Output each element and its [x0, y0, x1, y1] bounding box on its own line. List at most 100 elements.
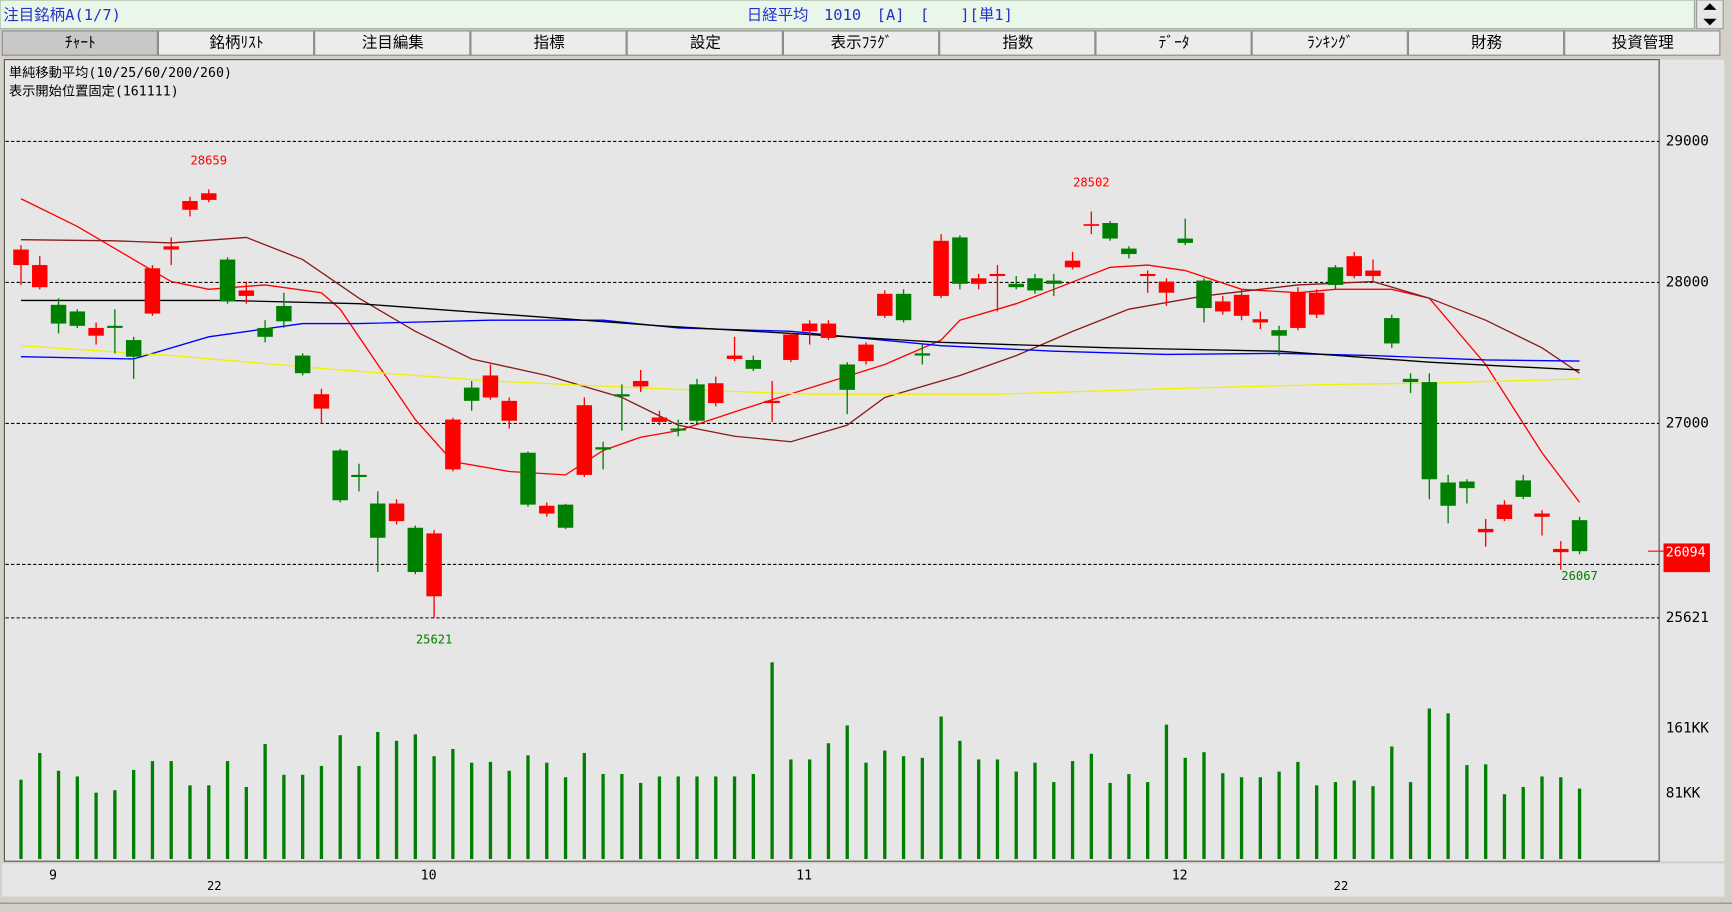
tab-label: 表示ﾌﾗｸﾞ — [831, 34, 893, 52]
volume-bar — [169, 761, 173, 860]
tab-label: 銘柄ﾘｽﾄ — [210, 34, 264, 52]
tab-label: 財務 — [1471, 34, 1502, 52]
volume-bar — [432, 756, 436, 860]
plot-area — [3, 59, 1660, 862]
tab[interactable] — [782, 30, 940, 56]
volume-tick-label: 161KK — [1666, 721, 1710, 737]
candle-body — [445, 419, 461, 470]
volume-bar — [188, 785, 192, 860]
volume-bar — [695, 776, 699, 860]
volume-bar — [1484, 764, 1488, 860]
candle-body — [50, 304, 67, 324]
volume-bar — [977, 759, 981, 860]
candle-body — [1496, 504, 1513, 520]
volume-tick-label: 81KK — [1666, 785, 1701, 801]
volume-bar — [1183, 757, 1187, 860]
volume-bar — [1296, 761, 1300, 860]
volume-bar — [19, 779, 23, 860]
candle-body — [88, 327, 104, 336]
candle-body — [32, 265, 48, 288]
candle-body — [632, 380, 649, 387]
candle-body — [463, 387, 480, 401]
candle-body — [1064, 260, 1081, 268]
tab-label: 注目編集 — [362, 34, 424, 52]
candle-body — [501, 400, 517, 421]
candle-body — [1384, 318, 1400, 344]
candle-body — [520, 452, 536, 505]
candle-body — [895, 293, 912, 321]
candle-body — [820, 323, 837, 338]
volume-bar — [732, 776, 737, 860]
volume-bar — [1446, 713, 1450, 860]
volume-bar — [1239, 777, 1244, 860]
x-tick-label: 11 — [796, 869, 812, 884]
candle-body — [858, 344, 874, 362]
candle-body — [313, 394, 330, 409]
moving-average — [20, 345, 1580, 395]
tab[interactable] — [1095, 30, 1252, 56]
candle-body — [952, 237, 968, 284]
axis-area — [1660, 59, 1725, 862]
volume-bar — [939, 716, 943, 860]
tab-label: 指数 — [1002, 34, 1033, 52]
tab[interactable] — [1, 30, 158, 56]
volume-bar — [301, 774, 305, 860]
candle-body — [1553, 548, 1569, 553]
price-annotation: 26067 — [1561, 569, 1598, 583]
candle-body — [294, 355, 311, 374]
volume-bar — [1333, 782, 1338, 860]
candle-body — [1571, 520, 1588, 552]
volume-bar — [1577, 788, 1582, 860]
candle-body — [726, 355, 743, 359]
candle-body — [351, 474, 367, 477]
volume-bar — [376, 731, 380, 860]
x-tick-label: 22 — [207, 879, 222, 893]
candle-body — [219, 259, 236, 302]
candle-body — [1459, 481, 1475, 489]
tab[interactable] — [1251, 30, 1408, 56]
volume-bar — [1540, 776, 1544, 860]
spin-arrows — [1703, 3, 1717, 26]
volume-bar — [1052, 782, 1056, 860]
x-tick-label: 12 — [1172, 869, 1188, 884]
chart: 2900028000270002600025621161KK81KK286592… — [5, 133, 1710, 893]
last-price-tag — [1663, 543, 1710, 573]
volume-bar — [1221, 773, 1225, 860]
volume-bar — [1070, 761, 1075, 860]
candle-body — [238, 290, 255, 296]
volume-bar — [1108, 782, 1112, 860]
tab[interactable] — [314, 30, 471, 56]
volume-bar — [864, 762, 868, 860]
volume-bar — [601, 774, 605, 860]
tab[interactable] — [1407, 30, 1565, 56]
volume-bar — [1014, 771, 1018, 860]
candle-body — [1083, 224, 1100, 226]
tab[interactable] — [939, 30, 1096, 56]
y-tick-label: 27000 — [1666, 415, 1709, 431]
candle-body — [670, 428, 686, 431]
volume-bar — [901, 756, 906, 860]
price-annotation: 28502 — [1073, 175, 1110, 189]
tab-label: 投資管理 — [1612, 34, 1674, 52]
volume-bar — [1089, 753, 1093, 860]
volume-bar — [75, 776, 79, 860]
candle-body — [1196, 280, 1212, 309]
volume-bar — [207, 785, 211, 860]
volume-bar — [150, 761, 155, 860]
y-tick-label: 25621 — [1666, 610, 1709, 626]
tab[interactable] — [470, 30, 627, 56]
volume-bar — [545, 762, 549, 860]
tab[interactable] — [626, 30, 783, 56]
y-tick-label: 28000 — [1666, 274, 1709, 290]
candle-body — [1215, 301, 1231, 312]
y-tick-label: 29000 — [1666, 133, 1709, 149]
candle-body — [163, 246, 179, 250]
volume-bar — [1164, 724, 1169, 860]
tab[interactable] — [157, 30, 315, 56]
tab[interactable] — [1564, 30, 1721, 56]
candle-body — [1290, 292, 1306, 328]
candle-body — [370, 503, 386, 538]
candle-body — [1252, 319, 1269, 323]
volume-bar — [995, 759, 1000, 860]
